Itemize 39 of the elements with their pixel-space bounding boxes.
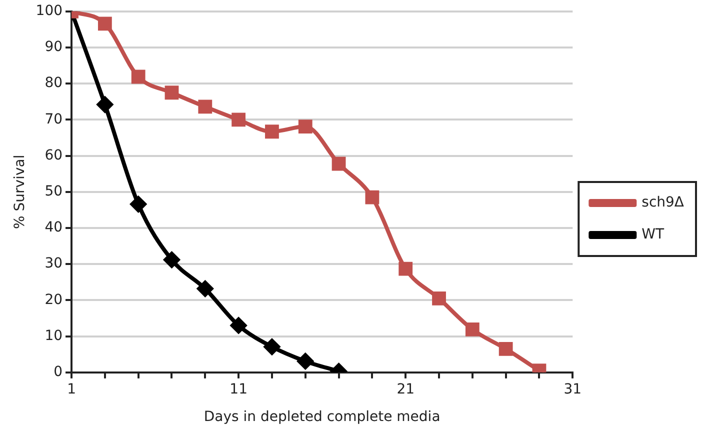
point: [197, 280, 214, 297]
y-tick-label: 20: [44, 292, 63, 308]
point: [264, 338, 280, 355]
point: [198, 100, 212, 114]
y-tick-label: 10: [44, 328, 63, 344]
point: [498, 342, 513, 356]
legend-label: sch9Δ: [642, 194, 684, 211]
point: [365, 190, 380, 204]
y-tick-label: 60: [44, 147, 63, 164]
point: [297, 353, 314, 370]
y-tick-label: 90: [44, 39, 63, 56]
point: [398, 262, 413, 276]
y-tick-label: 80: [44, 75, 63, 92]
y-tick-label: 50: [44, 184, 63, 200]
point: [98, 16, 112, 31]
point: [265, 124, 279, 139]
point: [96, 96, 113, 113]
point: [332, 156, 346, 171]
x-tick-label: 1: [67, 381, 76, 398]
y-tick-label: 0: [54, 364, 63, 380]
point: [432, 291, 446, 306]
x-tick-label: 21: [396, 381, 415, 398]
y-tick-label: 30: [44, 256, 63, 272]
y-tick-label: 40: [44, 220, 63, 236]
x-axis-title: Days in depleted complete media: [204, 409, 440, 426]
point: [232, 112, 246, 127]
y-tick-label: 70: [44, 111, 63, 128]
y-tick-label: 100: [36, 3, 63, 20]
x-tick-label: 11: [230, 381, 248, 398]
legend-label: WT: [642, 226, 664, 243]
point: [298, 120, 312, 134]
point: [465, 322, 480, 336]
point: [230, 317, 247, 334]
x-tick-label: 31: [564, 381, 582, 398]
point: [130, 196, 146, 212]
y-axis-title: % Survival: [12, 154, 28, 229]
point: [164, 252, 180, 268]
point: [164, 86, 179, 100]
point: [131, 70, 146, 84]
